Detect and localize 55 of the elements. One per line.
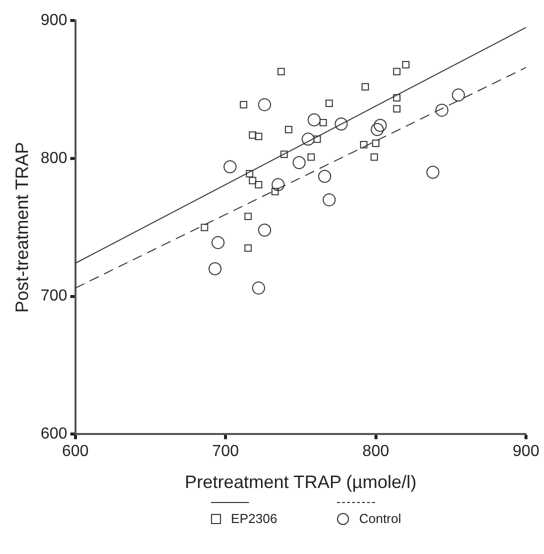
x-tick-label: 800 [362,443,390,460]
point [244,212,252,220]
y-tick-label: 800 [40,150,68,167]
point [393,94,400,102]
point [212,236,225,250]
y-tick-label: 700 [40,288,68,305]
point [393,105,400,113]
point [313,135,321,143]
point [284,126,292,134]
point [360,141,368,148]
point [370,123,384,136]
point [240,101,248,108]
legend-label: EP2306 [230,511,278,526]
point [372,140,380,147]
point [248,176,256,184]
point [318,170,332,183]
point [320,118,327,126]
point [258,98,272,112]
y-axis-title: Post-treatment TRAP [12,142,32,313]
y-tick-label: 600 [40,426,68,443]
point [271,188,279,196]
point [370,153,378,161]
point [246,170,254,178]
point [308,113,321,126]
point [200,224,208,232]
point [252,282,266,295]
point [280,150,288,158]
point [322,193,336,206]
y-tick-label: 900 [40,12,68,30]
point [272,178,285,192]
point [393,68,400,76]
point [302,132,315,146]
point [208,262,222,276]
legend-label: Control [359,511,402,526]
point [292,156,306,170]
point [426,166,440,179]
x-tick-label: 900 [512,443,540,460]
point [224,160,237,174]
point [258,224,272,237]
point [452,88,465,102]
x-tick-label: 700 [212,443,239,460]
x-tick-label: 600 [62,443,89,460]
point [435,104,448,117]
point [402,61,410,68]
point [374,118,387,132]
x-axis-title: Pretreatment TRAP (µmole/l) [184,472,417,492]
point [307,153,315,161]
point [254,180,262,188]
point [362,83,369,90]
point [254,132,262,140]
point [277,68,285,76]
point [326,100,333,107]
point [248,131,256,139]
point [244,244,252,252]
point [334,118,348,130]
